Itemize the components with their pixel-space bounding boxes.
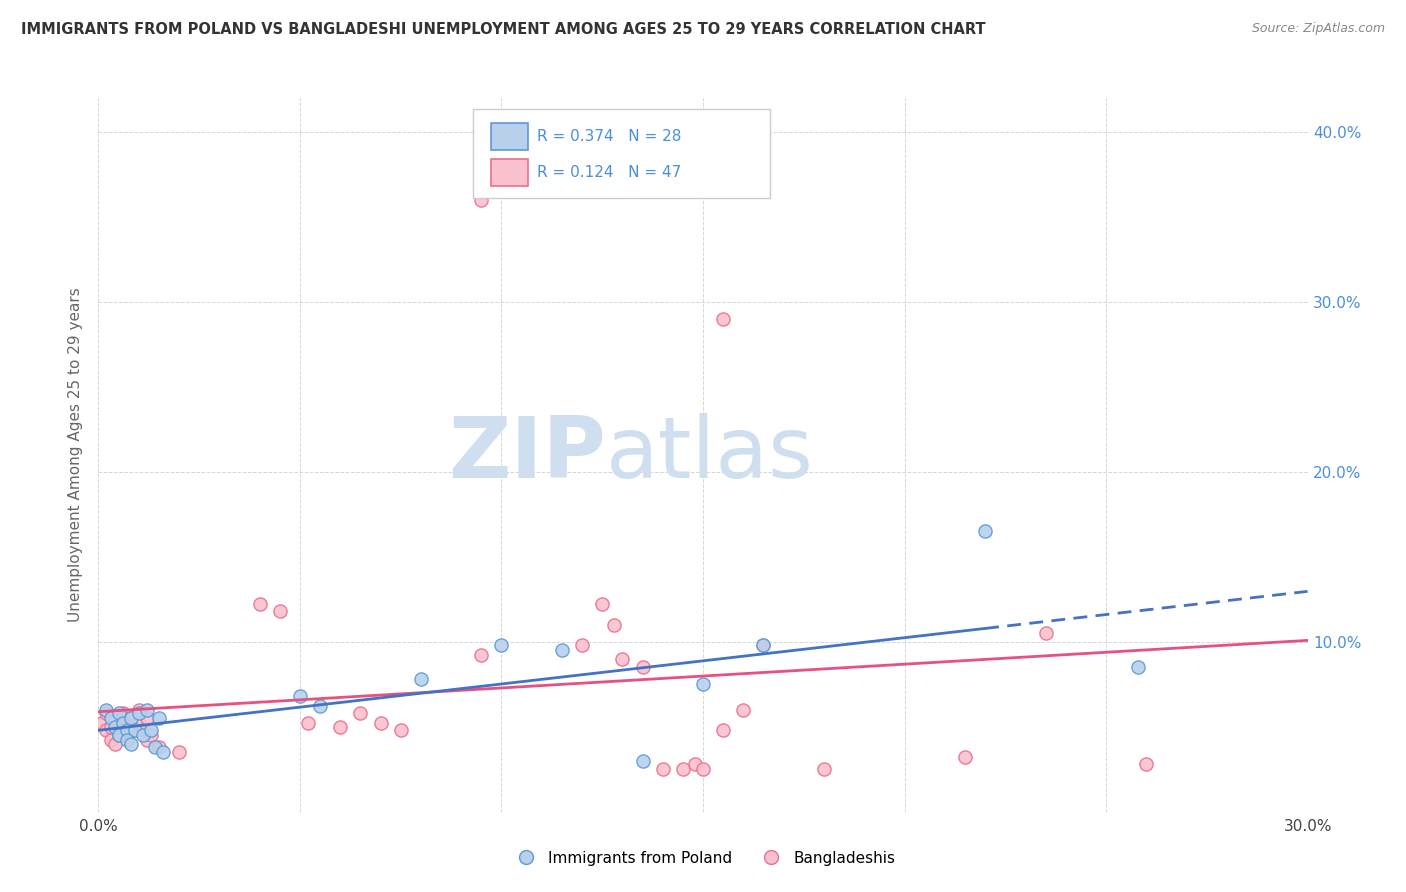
Point (612, 652, 634, 666)
Point (135, 733, 157, 747)
Point (132, 723, 155, 738)
Y-axis label: Unemployment Among Ages 25 to 29 years: Unemployment Among Ages 25 to 29 years (67, 287, 83, 623)
Point (470, 193, 492, 207)
Point (107, 706, 129, 721)
Point (148, 711, 170, 725)
Point (124, 723, 146, 738)
Text: Source: ZipAtlas.com: Source: ZipAtlas.com (1251, 22, 1385, 36)
Point (120, 737, 142, 751)
Point (631, 660, 654, 674)
Point (309, 699, 332, 714)
Point (733, 703, 755, 717)
FancyBboxPatch shape (474, 109, 769, 198)
Point (91, 716, 114, 731)
Point (115, 733, 138, 747)
Point (152, 745, 174, 759)
Point (349, 706, 371, 721)
Point (1135, 757, 1157, 772)
FancyBboxPatch shape (492, 159, 527, 186)
Point (132, 728, 155, 742)
Point (672, 762, 695, 776)
Point (591, 598, 613, 612)
Point (752, 638, 775, 652)
Point (692, 677, 714, 691)
Point (100, 733, 122, 747)
Point (148, 740, 170, 755)
Point (370, 716, 392, 731)
Point (107, 720, 129, 734)
Point (813, 762, 835, 776)
Point (974, 524, 997, 539)
Point (128, 716, 150, 731)
Point (249, 598, 271, 612)
Point (631, 754, 654, 768)
Point (96, 703, 118, 717)
Point (111, 716, 134, 731)
Point (115, 723, 138, 738)
Text: R = 0.124   N = 47: R = 0.124 N = 47 (537, 165, 682, 180)
Point (120, 711, 142, 725)
Point (491, 638, 513, 652)
Point (711, 312, 734, 326)
Point (1035, 626, 1057, 640)
Point (100, 711, 122, 725)
Point (96, 706, 118, 721)
Point (953, 750, 976, 764)
Point (651, 762, 673, 776)
Point (139, 728, 162, 742)
Point (603, 617, 626, 632)
Point (752, 638, 775, 652)
Point (167, 745, 190, 759)
Point (128, 706, 150, 721)
Point (297, 716, 319, 731)
Point (111, 706, 134, 721)
Text: ZIP: ZIP (449, 413, 606, 497)
Point (128, 703, 150, 717)
Point (470, 648, 492, 663)
Legend: Immigrants from Poland, Bangladeshis: Immigrants from Poland, Bangladeshis (505, 845, 901, 871)
Point (139, 723, 162, 738)
Point (111, 711, 134, 725)
Point (711, 723, 734, 738)
FancyBboxPatch shape (492, 123, 527, 150)
Point (389, 723, 412, 738)
Text: R = 0.374   N = 28: R = 0.374 N = 28 (537, 129, 682, 145)
Point (288, 689, 311, 703)
Point (103, 737, 125, 751)
Point (115, 728, 138, 742)
Point (120, 711, 142, 725)
Point (329, 720, 352, 734)
Point (692, 762, 714, 776)
Point (107, 728, 129, 742)
Point (1128, 660, 1150, 674)
Point (96, 723, 118, 738)
Point (551, 643, 574, 657)
Point (409, 672, 432, 686)
Point (143, 740, 166, 755)
Point (135, 703, 157, 717)
Point (683, 757, 706, 772)
Point (571, 638, 593, 652)
Point (100, 720, 122, 734)
Point (269, 604, 291, 618)
Text: atlas: atlas (606, 413, 814, 497)
Point (115, 720, 138, 734)
Point (135, 711, 157, 725)
Point (107, 728, 129, 742)
Point (124, 723, 146, 738)
Text: IMMIGRANTS FROM POLAND VS BANGLADESHI UNEMPLOYMENT AMONG AGES 25 TO 29 YEARS COR: IMMIGRANTS FROM POLAND VS BANGLADESHI UN… (21, 22, 986, 37)
Point (103, 720, 125, 734)
